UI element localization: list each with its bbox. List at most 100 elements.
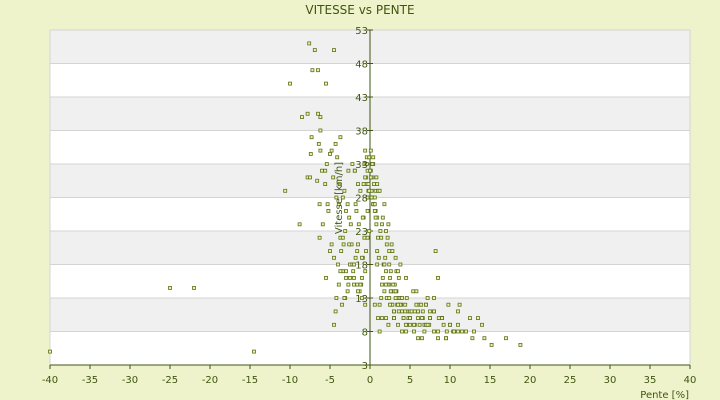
data-point bbox=[365, 208, 370, 213]
data-point bbox=[320, 222, 325, 227]
data-point bbox=[428, 309, 432, 314]
data-point bbox=[388, 302, 392, 307]
data-point bbox=[340, 302, 344, 307]
data-point bbox=[403, 309, 408, 314]
x-axis-label: Pente [%] bbox=[640, 390, 689, 400]
data-point bbox=[476, 316, 480, 321]
data-point bbox=[352, 168, 357, 173]
data-point bbox=[400, 309, 404, 314]
data-point bbox=[305, 111, 310, 116]
y-tick-label: 18 bbox=[355, 261, 368, 272]
data-point bbox=[416, 316, 420, 321]
data-point bbox=[386, 322, 391, 327]
data-point bbox=[329, 242, 334, 247]
data-point bbox=[315, 178, 320, 183]
x-tick-label: 20 bbox=[524, 375, 537, 386]
x-tick-label: -5 bbox=[325, 375, 335, 386]
data-point bbox=[444, 336, 448, 341]
data-point bbox=[344, 208, 348, 213]
data-point bbox=[432, 309, 436, 314]
data-point bbox=[332, 48, 336, 52]
data-point bbox=[325, 202, 330, 207]
data-point bbox=[372, 182, 376, 187]
y-axis-label: Vitesse [km/h] bbox=[334, 162, 345, 234]
data-point bbox=[408, 322, 412, 327]
data-point bbox=[356, 182, 360, 187]
x-tick-label: -25 bbox=[162, 375, 178, 386]
data-point bbox=[375, 182, 380, 187]
data-point bbox=[382, 202, 387, 207]
x-tick-label: -20 bbox=[202, 375, 218, 386]
data-point bbox=[433, 249, 438, 254]
data-point bbox=[393, 296, 398, 300]
data-point bbox=[396, 309, 401, 314]
data-point bbox=[372, 208, 377, 213]
x-tick-label: 30 bbox=[604, 375, 617, 386]
data-point bbox=[384, 282, 388, 287]
data-points bbox=[48, 41, 523, 354]
data-point bbox=[464, 329, 468, 334]
data-point bbox=[363, 302, 368, 307]
data-point bbox=[384, 229, 388, 233]
y-tick-label: 43 bbox=[355, 93, 368, 104]
data-point bbox=[417, 322, 422, 327]
data-point bbox=[318, 128, 323, 133]
data-point bbox=[424, 302, 428, 307]
data-point bbox=[324, 162, 329, 166]
data-point bbox=[358, 188, 363, 193]
data-point bbox=[456, 309, 460, 314]
data-point bbox=[347, 215, 352, 220]
x-tick-label: 5 bbox=[407, 375, 413, 386]
data-point bbox=[378, 229, 383, 233]
data-point bbox=[288, 81, 292, 86]
data-point bbox=[468, 316, 472, 321]
data-point bbox=[338, 269, 343, 274]
data-point bbox=[380, 316, 384, 321]
data-point bbox=[504, 336, 508, 341]
data-point bbox=[342, 296, 347, 300]
data-point bbox=[387, 262, 392, 267]
data-point bbox=[318, 115, 323, 119]
data-point bbox=[316, 111, 320, 116]
data-point bbox=[368, 148, 373, 153]
data-point bbox=[328, 249, 332, 254]
data-point bbox=[457, 302, 462, 307]
data-point bbox=[351, 269, 356, 274]
data-point bbox=[365, 235, 370, 240]
data-point bbox=[336, 262, 340, 267]
data-point bbox=[317, 202, 322, 207]
data-point bbox=[372, 302, 377, 307]
data-point bbox=[370, 162, 375, 166]
data-point bbox=[355, 282, 360, 287]
data-point bbox=[412, 322, 416, 327]
y-tick-label: 23 bbox=[355, 227, 368, 238]
data-point bbox=[367, 188, 372, 193]
data-point bbox=[376, 255, 381, 260]
data-point bbox=[329, 148, 334, 153]
data-point bbox=[352, 275, 356, 280]
data-point bbox=[380, 215, 385, 220]
data-point bbox=[446, 302, 451, 307]
data-point bbox=[472, 329, 476, 334]
x-tick-label: 40 bbox=[684, 375, 697, 386]
data-point bbox=[48, 349, 52, 354]
data-point bbox=[436, 275, 440, 280]
data-point bbox=[338, 135, 343, 140]
data-point bbox=[379, 235, 384, 240]
data-point bbox=[414, 289, 419, 294]
y-tick-label: 53 bbox=[355, 26, 368, 37]
data-point bbox=[343, 229, 348, 233]
data-point bbox=[333, 141, 338, 146]
data-point bbox=[364, 162, 369, 166]
data-point bbox=[379, 296, 384, 300]
data-point bbox=[363, 175, 368, 180]
data-point bbox=[371, 155, 376, 160]
data-point bbox=[392, 316, 396, 321]
data-point bbox=[380, 275, 385, 280]
data-point bbox=[333, 309, 338, 314]
data-point bbox=[436, 336, 440, 341]
y-tick-label: 33 bbox=[355, 160, 368, 171]
data-point bbox=[390, 249, 395, 254]
data-point bbox=[323, 182, 328, 187]
